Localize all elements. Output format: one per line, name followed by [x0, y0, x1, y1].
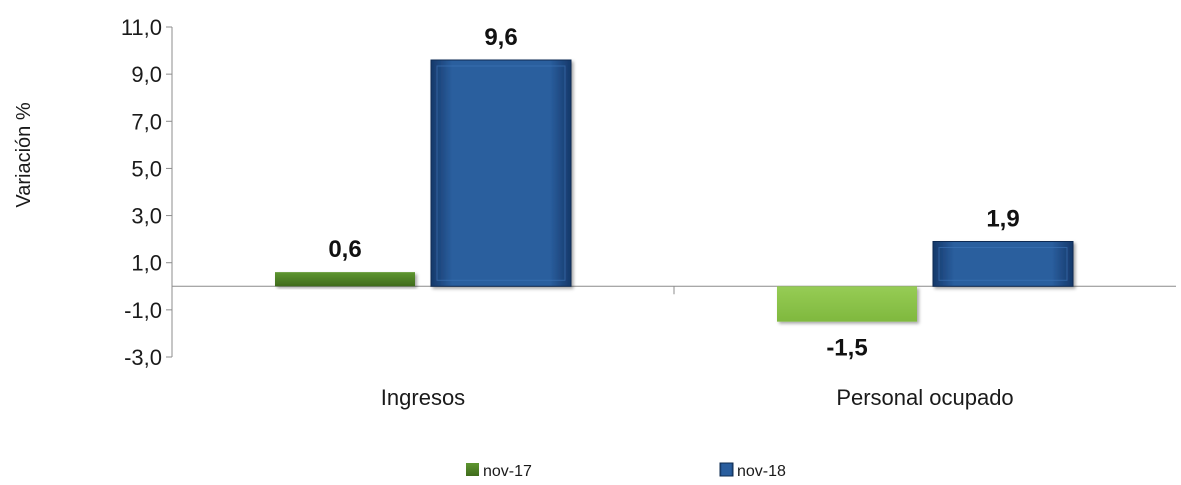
y-tick-label: 3,0 — [131, 204, 162, 229]
legend-swatch — [719, 462, 734, 477]
y-axis-title: Variación % — [13, 102, 35, 207]
y-tick-label: 7,0 — [131, 109, 162, 134]
bar-nov-18-0 — [430, 59, 572, 287]
legend-label: nov-18 — [737, 463, 786, 480]
legend-swatch — [466, 463, 479, 476]
axis-layer: 11,0 9,0 7,0 5,0 3,0 1,0 -1,0 -3,0 — [121, 15, 1176, 370]
bar-layer — [275, 59, 1074, 322]
bar-bevel — [436, 65, 566, 281]
category-label: Personal ocupado — [836, 385, 1013, 410]
y-tick-label: 5,0 — [131, 156, 162, 181]
data-label: 0,6 — [328, 236, 361, 263]
data-label: 9,6 — [484, 24, 517, 51]
data-label: -1,5 — [826, 335, 867, 362]
y-tick-label: -3,0 — [124, 345, 162, 370]
legend-item: nov-17 — [466, 463, 532, 480]
bar-nov-17-0 — [275, 272, 415, 287]
y-tick-label: 9,0 — [131, 62, 162, 87]
label-layer: 0,6 9,6 Ingresos -1,5 1,9 Personal ocupado — [328, 24, 1019, 410]
y-tick-label: 1,0 — [131, 251, 162, 276]
y-tick-label: 11,0 — [121, 15, 162, 40]
legend-label: nov-17 — [483, 463, 532, 480]
bar-bevel — [938, 247, 1068, 281]
legend-item: nov-18 — [719, 462, 786, 480]
bar-nov-17-1 — [777, 286, 917, 322]
bar-nov-18-1 — [932, 241, 1074, 287]
y-tick-label: -1,0 — [124, 298, 162, 323]
data-label: 1,9 — [986, 206, 1019, 233]
category-label: Ingresos — [381, 385, 465, 410]
legend: nov-17 nov-18 — [466, 462, 786, 480]
